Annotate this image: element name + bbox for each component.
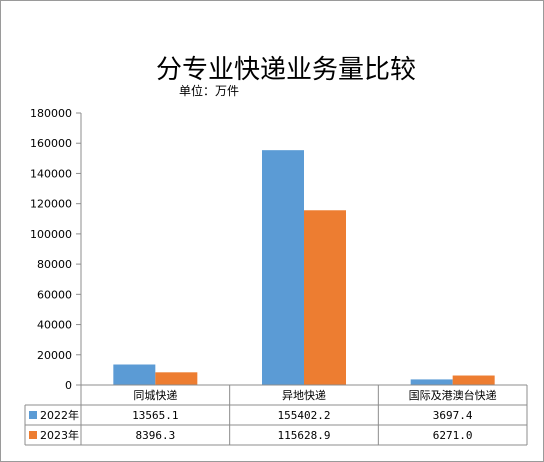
bar-1-1 <box>113 364 156 385</box>
y-tick-label: 20000 <box>37 349 72 362</box>
data-label: 155402.2 <box>278 409 331 422</box>
legend-swatch-1 <box>29 411 37 419</box>
bar-2-3 <box>452 375 495 385</box>
category-label: 国际及港澳台快递 <box>409 388 497 402</box>
y-tick-label: 0 <box>65 379 72 392</box>
data-label: 3697.4 <box>433 409 473 422</box>
data-table: 同城快递 异地快递 国际及港澳台快递 2022年 13565.1 155402.2 3697… <box>24 384 528 446</box>
data-label: 115628.9 <box>278 429 331 442</box>
y-axis: 0 20000 40000 60000 80000 100000 120000 140000 1… <box>30 107 82 392</box>
y-tick-label: 180000 <box>30 107 72 120</box>
bar-2-1 <box>155 372 198 385</box>
data-label: 8396.3 <box>135 429 175 442</box>
y-tick-label: 80000 <box>37 258 72 271</box>
bar-1-3 <box>410 379 453 385</box>
y-tick-label: 100000 <box>30 228 72 241</box>
y-tick-label: 160000 <box>30 137 72 150</box>
legend-label-1: 2022年 <box>40 408 79 422</box>
y-tick-label: 40000 <box>37 319 72 332</box>
y-tick-label: 120000 <box>30 198 72 211</box>
category-label: 同城快递 <box>133 388 177 402</box>
chart-title: 分专业快递业务量比较 <box>156 55 416 85</box>
bar-2-2 <box>304 210 346 385</box>
legend-swatch-2 <box>29 431 37 439</box>
unit-label: 单位：万件 <box>179 83 239 98</box>
data-label: 6271.0 <box>433 429 473 442</box>
y-tick-label: 60000 <box>37 288 72 301</box>
y-tick-label: 140000 <box>30 167 72 180</box>
bar-1-2 <box>262 150 304 385</box>
data-label: 13565.1 <box>132 409 178 422</box>
legend-label-2: 2023年 <box>40 428 79 442</box>
category-label: 异地快递 <box>282 388 326 402</box>
bars <box>113 150 495 385</box>
